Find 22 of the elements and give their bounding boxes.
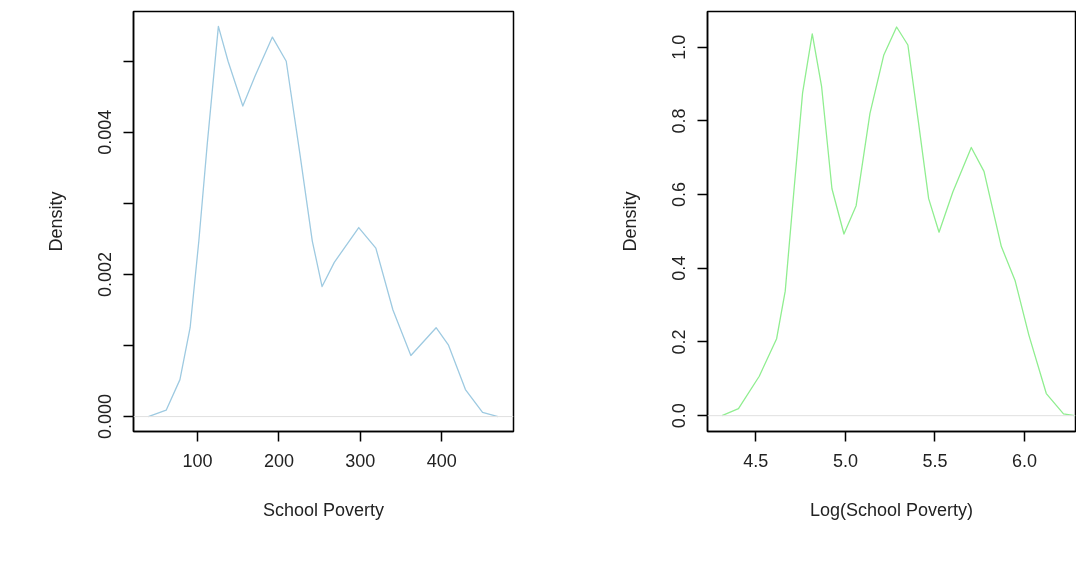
line-series (147, 25, 499, 418)
y-tick-label: 0.2 (669, 329, 690, 355)
x-tick-label: 400 (426, 450, 457, 471)
x-tick-label: 4.5 (743, 450, 769, 471)
x-tick-label: 5.5 (922, 450, 948, 471)
x-tick-label: 300 (345, 450, 376, 471)
y-tick-label: 0.4 (669, 255, 690, 281)
y-tick-label: 0.002 (95, 251, 116, 297)
y-tick-label: 0.6 (669, 182, 690, 208)
y-tick-label: 1.0 (669, 34, 690, 60)
x-tick-label: 200 (263, 450, 294, 471)
x-tick-label: 5.0 (832, 450, 858, 471)
y-axis-title: Density (619, 191, 640, 252)
y-tick-label: 0.000 (95, 394, 116, 440)
x-tick-label: 6.0 (1011, 450, 1037, 471)
x-axis-title: Log(School Poverty) (809, 499, 974, 520)
y-tick-label: 0.0 (669, 403, 690, 429)
y-axis-title: Density (45, 191, 66, 252)
x-axis-title: School Poverty (262, 499, 385, 520)
y-tick-label: 0.8 (669, 108, 690, 134)
x-tick-label: 100 (182, 450, 213, 471)
y-tick-label: 0.004 (95, 109, 116, 155)
